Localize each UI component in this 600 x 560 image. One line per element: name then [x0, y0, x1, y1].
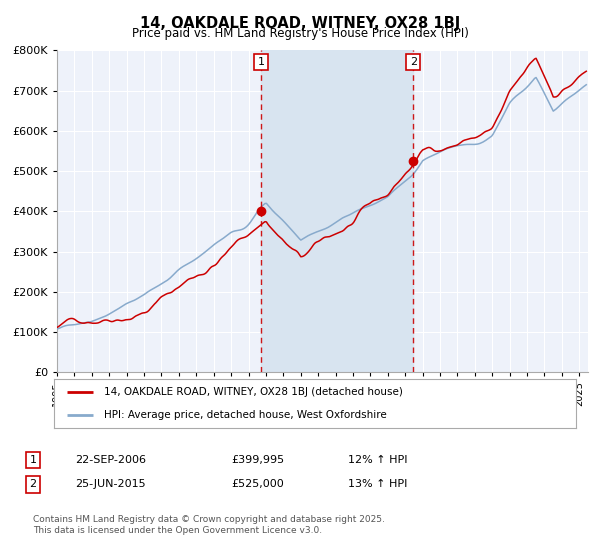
Text: 1: 1 [257, 57, 265, 67]
Text: £399,995: £399,995 [231, 455, 284, 465]
Text: 1: 1 [29, 455, 37, 465]
Text: HPI: Average price, detached house, West Oxfordshire: HPI: Average price, detached house, West… [104, 410, 386, 420]
Text: Contains HM Land Registry data © Crown copyright and database right 2025.: Contains HM Land Registry data © Crown c… [33, 515, 385, 524]
Text: 25-JUN-2015: 25-JUN-2015 [75, 479, 146, 489]
Text: 14, OAKDALE ROAD, WITNEY, OX28 1BJ: 14, OAKDALE ROAD, WITNEY, OX28 1BJ [140, 16, 460, 31]
Text: 12% ↑ HPI: 12% ↑ HPI [348, 455, 407, 465]
Text: 22-SEP-2006: 22-SEP-2006 [75, 455, 146, 465]
Text: 13% ↑ HPI: 13% ↑ HPI [348, 479, 407, 489]
Text: 2: 2 [29, 479, 37, 489]
Text: £525,000: £525,000 [231, 479, 284, 489]
Text: 2: 2 [410, 57, 417, 67]
Text: 14, OAKDALE ROAD, WITNEY, OX28 1BJ (detached house): 14, OAKDALE ROAD, WITNEY, OX28 1BJ (deta… [104, 388, 403, 398]
Bar [261, 50, 413, 372]
Text: Price paid vs. HM Land Registry's House Price Index (HPI): Price paid vs. HM Land Registry's House … [131, 27, 469, 40]
Text: This data is licensed under the Open Government Licence v3.0.: This data is licensed under the Open Gov… [33, 526, 322, 535]
